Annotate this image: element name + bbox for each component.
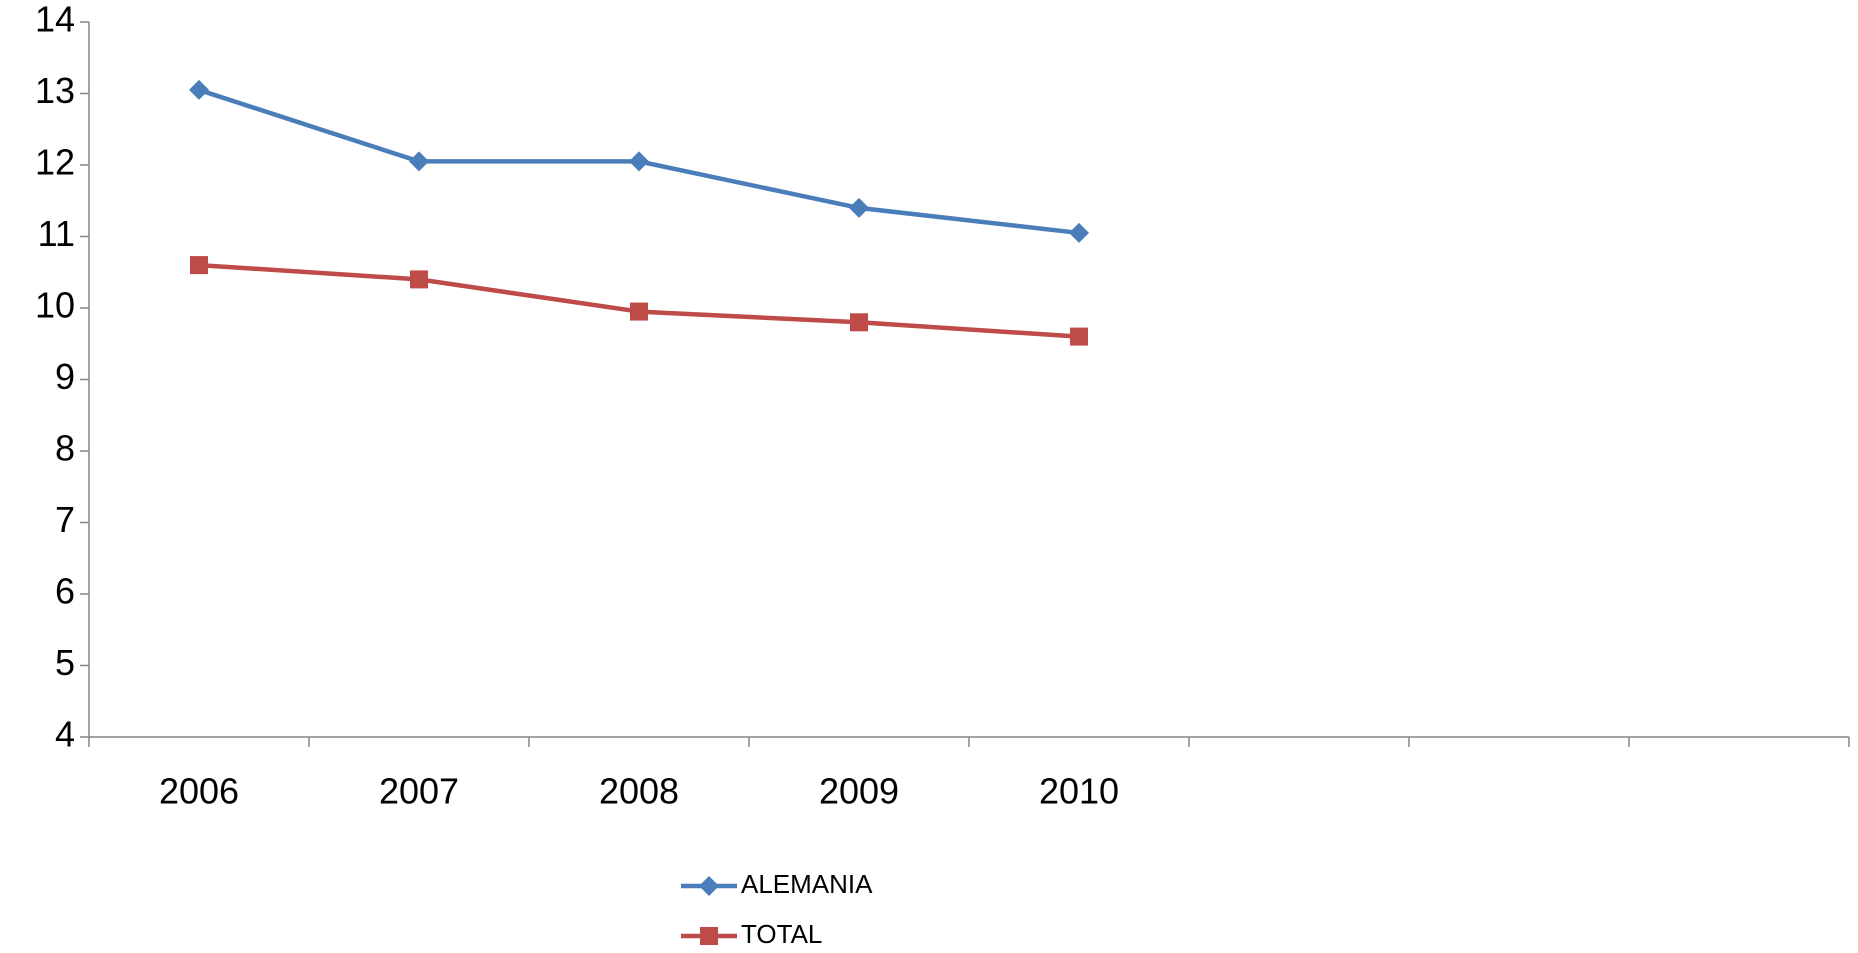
y-tick-label: 12 [35, 142, 75, 183]
legend-marker [700, 927, 718, 945]
data-point [1070, 327, 1088, 346]
legend-label: TOTAL [741, 919, 822, 949]
data-point [630, 302, 648, 321]
x-tick-label: 2006 [159, 771, 239, 812]
y-tick-label: 13 [35, 70, 75, 111]
y-tick-label: 5 [55, 642, 75, 683]
legend-label: ALEMANIA [741, 869, 873, 899]
data-point [1069, 222, 1089, 243]
y-tick-label: 6 [55, 571, 75, 612]
data-point [190, 256, 208, 275]
data-point [410, 270, 428, 289]
y-tick-label: 10 [35, 285, 75, 326]
x-tick-label: 2008 [599, 771, 679, 812]
y-tick-label: 8 [55, 428, 75, 469]
x-tick-label: 2009 [819, 771, 899, 812]
x-tick-label: 2010 [1039, 771, 1119, 812]
x-tick-label: 2007 [379, 771, 459, 812]
y-tick-label: 7 [55, 499, 75, 540]
data-point [629, 151, 649, 172]
y-tick-label: 11 [38, 213, 75, 254]
data-point [409, 151, 429, 172]
data-point [850, 313, 868, 332]
series-line [198, 262, 1080, 339]
legend-marker [699, 876, 719, 896]
data-point [189, 79, 209, 100]
data-point [849, 197, 869, 218]
y-tick-label: 9 [55, 356, 75, 397]
y-tick-label: 4 [55, 714, 75, 755]
y-tick-label: 14 [35, 0, 75, 40]
